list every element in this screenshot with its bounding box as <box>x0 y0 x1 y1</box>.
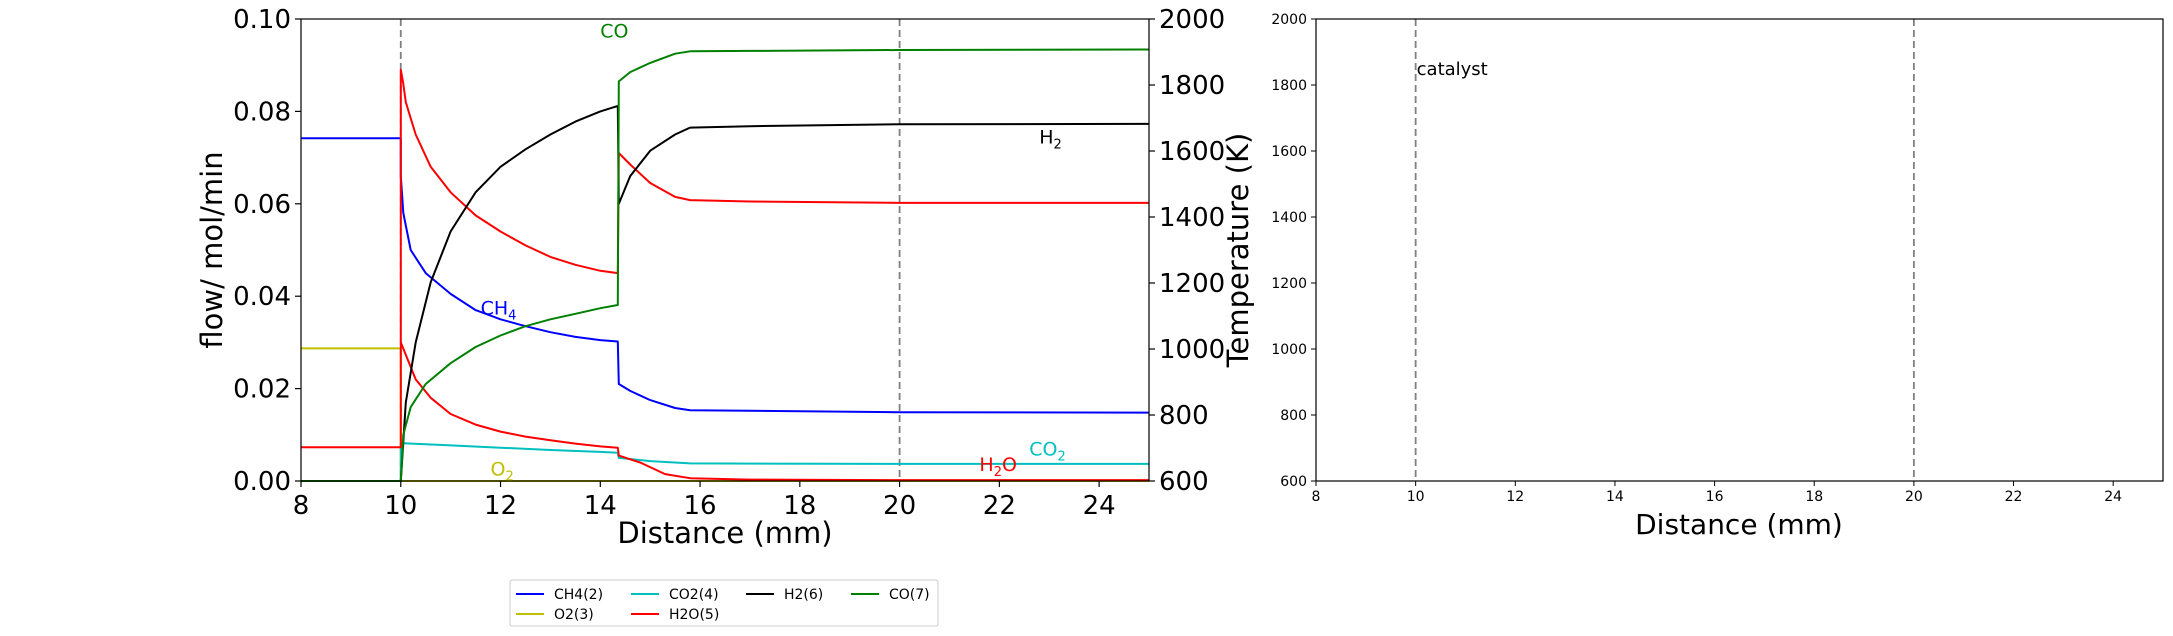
x-axis-label: Distance (mm) <box>1635 508 1843 541</box>
series-line <box>399 342 1149 482</box>
y-axis-ticks: 600 800 1000 1200 1400 1600 1800 2000 <box>1271 12 1316 490</box>
y-tick-label: 600 <box>1280 474 1307 490</box>
series-line <box>301 68 1149 449</box>
x-tick-label: 20 <box>1905 489 1923 505</box>
vertical-reference-lines <box>1414 19 1915 481</box>
catalyst-annotation: catalyst <box>1417 59 1488 80</box>
x-axis-ticks: 8 10 12 14 16 18 20 22 24 <box>1312 481 2122 505</box>
legend-label: H2O(5) <box>669 607 719 623</box>
series-annotation: O2 <box>491 458 514 484</box>
y-tick-label: 0.08 <box>233 97 291 127</box>
y-tick-label: 1200 <box>1271 276 1307 292</box>
legend-label: CO2(4) <box>669 587 719 603</box>
x-tick-label: 12 <box>484 491 517 521</box>
series-annotations: CO H2 CH4 CO2 H2O O2 <box>481 20 1066 484</box>
x-tick-label: 16 <box>1706 489 1724 505</box>
series-annotation: H2 <box>1039 127 1062 153</box>
series-line <box>301 104 1150 482</box>
x-tick-label: 22 <box>2005 489 2023 505</box>
y-tick-label: 1600 <box>1271 144 1307 160</box>
y-tick-label: 2000 <box>1271 12 1307 28</box>
series-lines <box>301 48 1150 482</box>
x-axis-label: Distance (mm) <box>617 516 832 550</box>
legend-frame <box>509 579 939 627</box>
y-tick-label: 0.02 <box>233 375 291 405</box>
y2-axis-ticks: 600 800 1000 1200 1400 1600 1800 2000 <box>1149 5 1225 497</box>
series-line <box>301 347 1149 482</box>
x-tick-label: 14 <box>584 491 617 521</box>
x-tick-label: 10 <box>1407 489 1425 505</box>
legend: CH4(2) CO2(4) H2(6) CO(7) O2(3) H2O(5) <box>509 579 939 627</box>
y2-axis-label: Temperature (K) <box>1221 133 1255 369</box>
legend-label: CO(7) <box>889 587 930 603</box>
annotations: catalyst <box>1417 59 1488 80</box>
plot-frame <box>300 18 1150 482</box>
y-axis-ticks: 0.00 0.02 0.04 0.06 0.08 0.10 <box>233 5 301 497</box>
y-tick-label: 1000 <box>1271 342 1307 358</box>
series-annotation: CH4 <box>481 298 517 324</box>
x-tick-label: 8 <box>1312 489 1321 505</box>
x-axis-ticks: 8 10 12 14 16 18 20 22 24 <box>293 481 1116 521</box>
x-tick-label: 10 <box>384 491 417 521</box>
y-tick-label: 800 <box>1280 408 1307 424</box>
x-tick-label: 16 <box>684 491 717 521</box>
x-tick-label: 8 <box>293 491 310 521</box>
series-annotation: CO2 <box>1029 439 1066 465</box>
series-annotation: CO <box>600 20 628 42</box>
series-line <box>301 442 1149 482</box>
y-axis-label: flow/ mol/min <box>195 151 229 348</box>
y2-tick-label: 1200 <box>1159 269 1225 299</box>
y-tick-label: 0.04 <box>233 282 291 312</box>
y-tick-label: 0.00 <box>233 467 291 497</box>
y2-tick-label: 600 <box>1159 467 1209 497</box>
y2-tick-label: 800 <box>1159 401 1209 431</box>
x-tick-label: 22 <box>983 491 1016 521</box>
y2-tick-label: 1800 <box>1159 71 1225 101</box>
legend-label: O2(3) <box>554 607 594 623</box>
plot-frame <box>1315 18 2164 482</box>
x-tick-label: 12 <box>1506 489 1524 505</box>
series-line <box>301 137 1150 414</box>
y2-tick-label: 1600 <box>1159 137 1225 167</box>
y-tick-label: 1800 <box>1271 78 1307 94</box>
y2-tick-label: 2000 <box>1159 5 1225 35</box>
series-line <box>301 48 1150 482</box>
y-tick-label: 0.06 <box>233 190 291 220</box>
x-tick-label: 18 <box>1805 489 1823 505</box>
y-tick-label: 0.10 <box>233 5 291 35</box>
y2-tick-label: 1400 <box>1159 203 1225 233</box>
temperature-chart: 8 10 12 14 16 18 20 22 24 600 800 1000 1200 1400 1600… <box>1271 12 2164 541</box>
x-tick-label: 24 <box>2104 489 2122 505</box>
x-tick-label: 14 <box>1606 489 1624 505</box>
flow-chart: 8 10 12 14 16 18 20 22 24 0.000.020.040.060.080.… <box>195 5 1255 550</box>
y2-tick-label: 1000 <box>1159 335 1225 365</box>
x-tick-label: 24 <box>1083 491 1116 521</box>
series-annotation: H2O <box>979 454 1017 480</box>
legend-label: H2(6) <box>784 587 823 603</box>
legend-label: CH4(2) <box>554 587 603 603</box>
x-tick-label: 20 <box>883 491 916 521</box>
y-tick-label: 1400 <box>1271 210 1307 226</box>
x-tick-label: 18 <box>783 491 816 521</box>
